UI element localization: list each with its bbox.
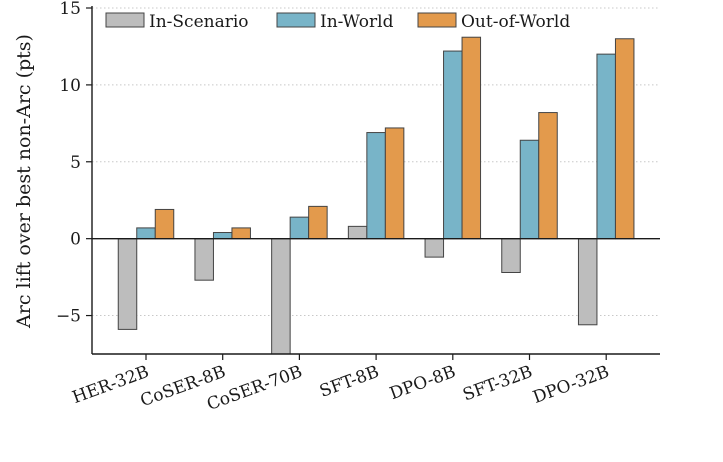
bar-coser-70b-in-scenario — [271, 238, 291, 355]
bar-her-32b-in-scenario — [117, 238, 138, 330]
x-tick-label: HER-32B — [70, 362, 152, 408]
bar-sft-32b-in-world — [519, 139, 540, 240]
bar-sft-8b-out-of-world — [384, 127, 405, 240]
bars — [117, 36, 635, 355]
x-tick-label: DPO-8B — [387, 362, 458, 404]
axes — [86, 6, 660, 360]
x-tick-label: DPO-32B — [530, 362, 612, 408]
bar-her-32b-in-world — [136, 227, 156, 240]
legend-swatch — [105, 12, 145, 28]
legend: In-Scenario In-World Out-of-World — [105, 12, 570, 32]
bar-coser-70b-in-world — [289, 216, 310, 240]
bar-coser-8b-in-world — [212, 232, 233, 240]
x-tick-label: SFT-8B — [317, 362, 382, 402]
legend-label: In-Scenario — [149, 12, 249, 32]
bar-coser-8b-in-scenario — [194, 238, 214, 281]
bar-sft-32b-out-of-world — [538, 112, 558, 240]
bar-dpo-8b-in-world — [443, 50, 463, 240]
bar-dpo-32b-out-of-world — [614, 38, 635, 240]
y-tick-labels: −5 0 5 10 15 — [56, 0, 81, 327]
bar-dpo-8b-in-scenario — [424, 238, 445, 258]
bar-dpo-32b-in-scenario — [577, 238, 598, 326]
bar-coser-8b-out-of-world — [231, 227, 251, 240]
legend-label: In-World — [320, 12, 394, 32]
bar-dpo-8b-out-of-world — [461, 36, 482, 240]
bar-sft-8b-in-scenario — [347, 225, 368, 240]
bar-dpo-32b-in-world — [596, 53, 616, 240]
bar-coser-70b-out-of-world — [308, 205, 328, 240]
legend-label: Out-of-World — [461, 12, 570, 32]
y-tick-label: 0 — [70, 230, 81, 250]
bar-sft-8b-in-world — [366, 132, 386, 240]
y-tick-label: 15 — [59, 0, 81, 19]
y-tick-label: 5 — [70, 153, 81, 173]
y-tick-label: 10 — [59, 76, 81, 96]
legend-swatch — [417, 12, 457, 28]
bar-sft-32b-in-scenario — [501, 238, 521, 273]
x-tick-label: SFT-32B — [460, 362, 535, 406]
y-axis-title: Arc lift over best non-Arc (pts) — [13, 34, 35, 329]
legend-swatch — [276, 12, 316, 28]
bar-her-32b-out-of-world — [154, 208, 175, 240]
y-tick-label: −5 — [56, 307, 81, 327]
